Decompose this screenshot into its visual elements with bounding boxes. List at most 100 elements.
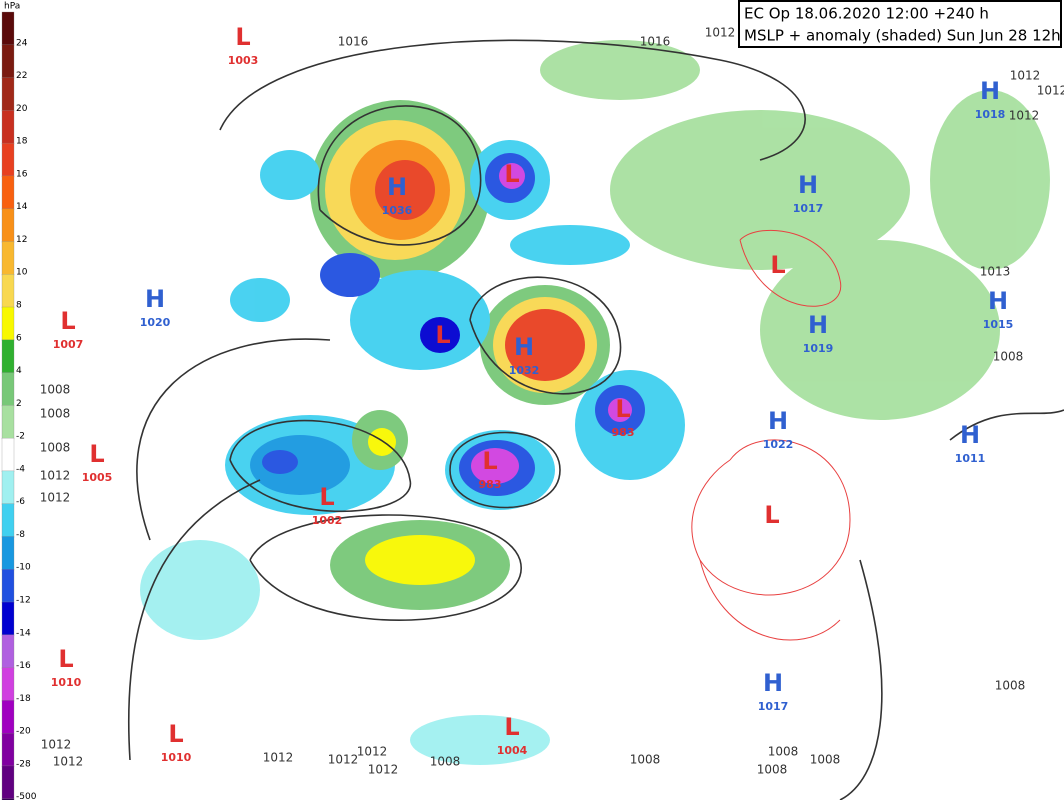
colorbar-swatch	[1, 44, 15, 79]
center-letter: H	[768, 407, 788, 435]
isobar-label: 1012	[705, 26, 736, 40]
isobar-label: 1008	[995, 679, 1026, 693]
isobar-label: 1012	[53, 755, 84, 769]
center-value: 1017	[758, 700, 789, 713]
center-letter: H	[798, 171, 818, 199]
center-letter: L	[58, 645, 73, 673]
isobar-label: 1012	[1009, 109, 1040, 123]
colorbar-swatch	[1, 437, 15, 473]
colorbar-label: -6	[16, 497, 25, 507]
colorbar-swatch	[1, 700, 15, 735]
isobar-label: 1016	[640, 35, 671, 49]
center-letter: L	[504, 160, 519, 188]
colorbar-label: 8	[16, 301, 22, 311]
colorbar-label: 18	[16, 137, 28, 147]
colorbar-swatch	[1, 634, 15, 669]
colorbar-swatch	[1, 306, 15, 341]
center-letter: H	[808, 311, 828, 339]
header-box: EC Op 18.06.2020 12:00 +240 h MSLP + ano…	[738, 0, 1062, 48]
colorbar-label: 2	[16, 399, 22, 409]
isobar-label: 1012	[263, 751, 294, 765]
colorbar-swatch	[1, 11, 15, 46]
center-letter: H	[988, 287, 1008, 315]
isobar-label: 1008	[630, 753, 661, 767]
center-value: 1020	[140, 316, 171, 329]
isobar-label: 1008	[768, 745, 799, 759]
isobar-label: 1013	[980, 265, 1011, 279]
colorbar-unit: hPa	[4, 2, 20, 12]
isobar-label: 1008	[810, 753, 841, 767]
isobar-label: 1008	[993, 350, 1024, 364]
center-value: 1011	[955, 452, 986, 465]
colorbar-label: 24	[16, 38, 28, 48]
isobar-label: 1012	[41, 738, 72, 752]
anomaly-shading	[140, 40, 1050, 765]
colorbar-label: -20	[16, 727, 31, 737]
colorbar-swatch	[1, 241, 15, 276]
center-letter: H	[514, 333, 534, 361]
isobar-label: 1012	[40, 469, 71, 483]
colorbar-swatch	[1, 339, 15, 374]
colorbar-label: 16	[16, 169, 28, 179]
center-letter: L	[235, 23, 250, 51]
center-letter: L	[770, 251, 785, 279]
colorbar-label: -2	[16, 432, 25, 442]
colorbar-swatch	[1, 77, 15, 112]
colorbar-swatch	[1, 667, 15, 702]
center-letter: H	[387, 173, 407, 201]
center-value: 1036	[382, 204, 413, 217]
colorbar-swatch	[1, 175, 15, 210]
colorbar-swatch	[1, 732, 15, 768]
center-value: 983	[612, 426, 635, 439]
center-value: 1015	[983, 318, 1014, 331]
center-letter: L	[764, 501, 779, 529]
center-value: 1010	[51, 676, 82, 689]
isobar-label: 1008	[40, 441, 71, 455]
center-letter: L	[168, 720, 183, 748]
center-value: 1018	[975, 108, 1006, 121]
colorbar-swatch	[1, 274, 15, 309]
colorbar-swatch	[1, 601, 15, 636]
isobar-label: 1012	[1037, 84, 1064, 98]
colorbar-label: -500	[16, 792, 37, 800]
center-value: 1002	[312, 514, 343, 527]
colorbar-swatch	[1, 765, 15, 800]
colorbar-swatch	[1, 470, 15, 505]
colorbar-label: 22	[16, 71, 27, 81]
colorbar-swatch	[1, 110, 15, 145]
center-value: 1004	[497, 744, 528, 757]
center-letter: L	[60, 307, 75, 335]
center-letter: L	[319, 483, 334, 511]
center-letter: H	[763, 669, 783, 697]
center-value: 1010	[161, 751, 192, 764]
center-value: 1005	[82, 471, 113, 484]
isobar-label: 1008	[40, 407, 71, 421]
colorbar-swatch	[1, 405, 15, 440]
center-value: 1032	[509, 364, 540, 377]
colorbar-swatch	[1, 142, 15, 178]
center-value: 1017	[793, 202, 824, 215]
positive-anomaly-contours	[691, 229, 851, 641]
center-letter: L	[89, 440, 104, 468]
colorbar-label: -14	[16, 628, 31, 638]
colorbar-swatch	[1, 503, 15, 538]
colorbar-label: -8	[16, 530, 25, 540]
header-line: EC Op 18.06.2020 12:00 +240 h	[744, 5, 989, 23]
colorbar-label: -28	[16, 759, 31, 769]
center-value: 983	[479, 478, 502, 491]
colorbar-label: 6	[16, 333, 22, 343]
center-value: 1019	[803, 342, 834, 355]
colorbar-swatch	[1, 372, 15, 407]
colorbar-label: 10	[16, 268, 28, 278]
colorbar-label: -18	[16, 694, 31, 704]
center-letter: L	[615, 395, 630, 423]
center-letter: H	[960, 421, 980, 449]
isobar-label: 1012	[40, 491, 71, 505]
isobar-label: 1008	[757, 763, 788, 777]
center-value: 1003	[228, 54, 259, 67]
isobar-label: 1012	[328, 753, 359, 767]
colorbar-label: 4	[16, 366, 22, 376]
center-letter: L	[482, 447, 497, 475]
colorbar-label: -16	[16, 661, 31, 671]
